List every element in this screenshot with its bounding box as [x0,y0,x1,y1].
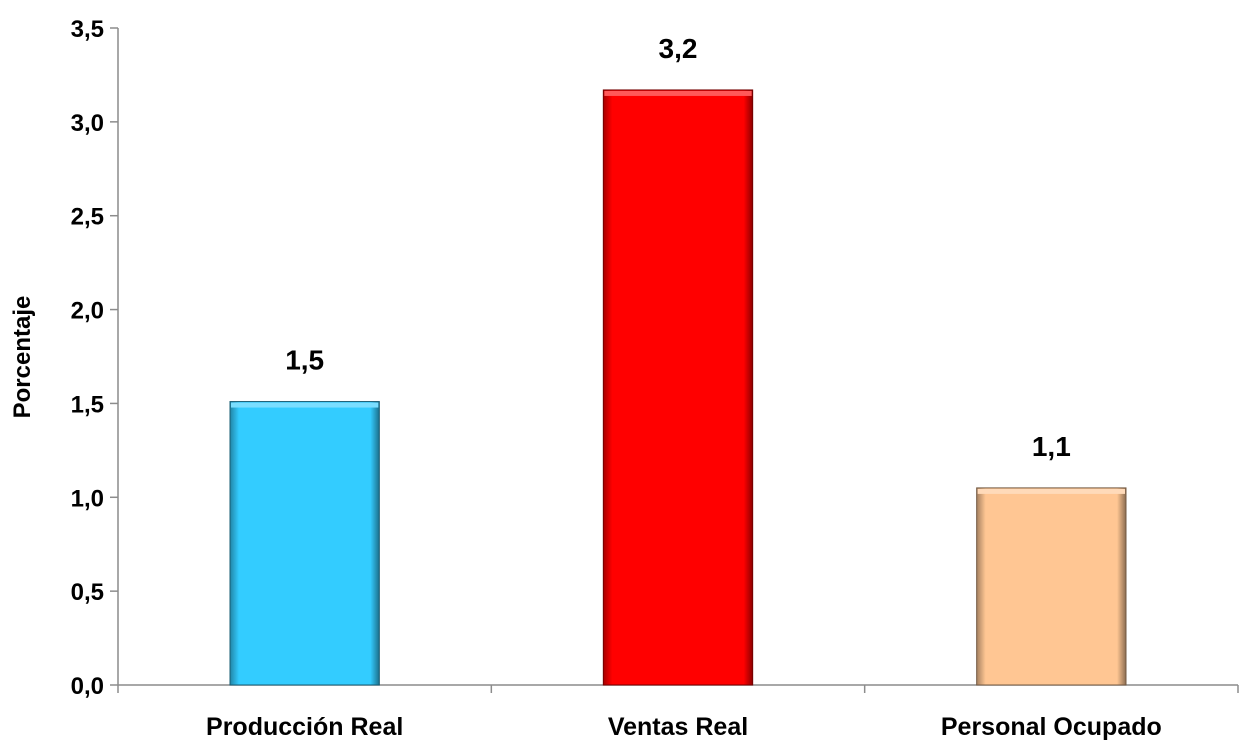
y-tick-label: 2,0 [71,298,104,325]
bars-group [229,89,1127,686]
x-category-label-1: Producción Real [206,713,403,741]
bar-1 [229,401,380,686]
x-category-label-3: Personal Ocupado [941,713,1162,741]
y-axis-title: Porcentaje [9,296,36,419]
data-label-3: 1,1 [1032,431,1071,462]
bar-bevel-1 [231,402,379,408]
x-category-label-2: Ventas Real [608,713,748,741]
bar-2 [602,89,754,686]
x-axis: Producción Real Ventas Real Personal Ocupa… [117,684,1239,741]
y-tick-label: 3,0 [71,110,104,137]
data-labels-group: 1,5 3,2 1,1 [285,33,1071,462]
y-tick-label: 0,5 [71,579,104,606]
data-label-1: 1,5 [285,345,324,376]
y-tick-label: 1,0 [71,485,104,512]
bar-bevel-2 [604,90,752,96]
y-axis: 0,0 0,5 1,0 1,5 2,0 2,5 3,0 3,5 [71,16,119,700]
y-tick-label: 0,0 [71,673,104,700]
y-tick-label: 2,5 [71,204,104,231]
y-tick-label: 1,5 [71,391,104,418]
data-label-2: 3,2 [659,33,698,64]
bar-3 [976,487,1127,686]
y-tick-label: 3,5 [71,16,104,43]
bar-bevel-3 [977,488,1125,494]
